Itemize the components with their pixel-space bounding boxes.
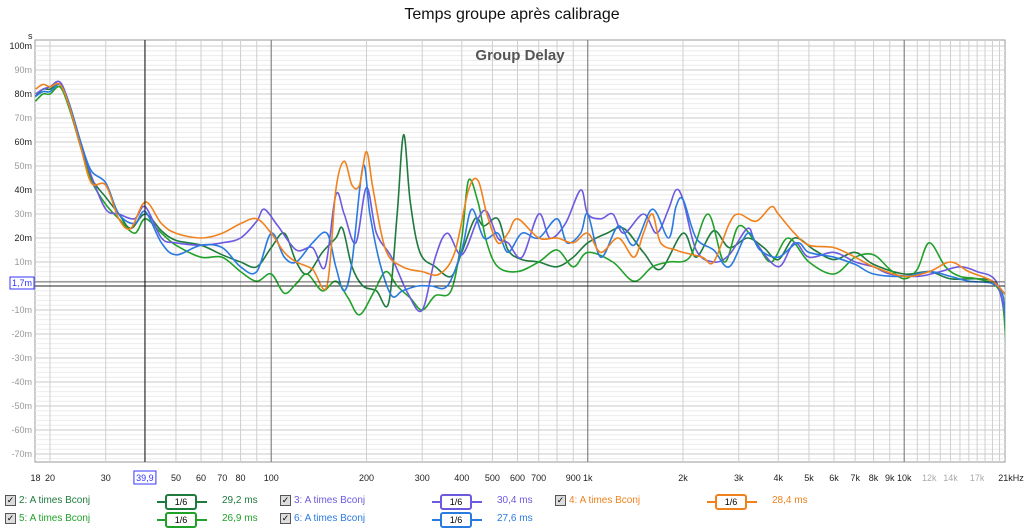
series-checkbox[interactable]: ✓: [5, 513, 16, 524]
cursor-x-box: [133, 470, 157, 485]
x-tick-label: 21kHz: [998, 473, 1024, 483]
x-tick-label: 900: [566, 473, 581, 483]
cursor-y-label: 1,7m: [12, 278, 32, 288]
series-line-2: [35, 82, 1005, 308]
x-tick-label: 1k: [583, 473, 593, 483]
x-tick-label: 100: [264, 473, 279, 483]
smoothing-button[interactable]: 1/6: [165, 494, 197, 510]
y-tick-label: 60m: [14, 137, 32, 147]
x-tick-label: 9k: [885, 473, 895, 483]
series-value: 30,4 ms: [497, 495, 533, 506]
x-tick-label: 10k: [897, 473, 912, 483]
x-tick-label: 14k: [943, 473, 958, 483]
series-value: 26,9 ms: [222, 513, 258, 524]
x-tick-label: 12k: [922, 473, 937, 483]
x-tick-label: 50: [171, 473, 181, 483]
series-checkbox[interactable]: ✓: [280, 513, 291, 524]
y-unit-label: s: [28, 31, 33, 41]
y-tick-label: 50m: [14, 161, 32, 171]
x-tick-label: 20: [45, 473, 55, 483]
x-tick-label: 300: [415, 473, 430, 483]
x-tick-label: 30: [101, 473, 111, 483]
x-tick-label: 200: [359, 473, 374, 483]
series-label[interactable]: 5: A times Bconj: [19, 513, 91, 524]
y-tick-label: 30m: [14, 209, 32, 219]
y-tick-label: 100m: [9, 41, 32, 51]
series-label[interactable]: 2: A times Bconj: [19, 495, 91, 506]
cursor-y-box: [9, 276, 35, 290]
series-line-4: [35, 82, 1005, 296]
y-tick-label: -50m: [11, 401, 32, 411]
chart-title: Temps groupe après calibrage: [404, 6, 620, 23]
y-tick-label: -60m: [11, 425, 32, 435]
x-tick-label: 18: [31, 473, 41, 483]
y-tick-label: 90m: [14, 65, 32, 75]
x-tick-label: 17k: [970, 473, 985, 483]
y-tick-label: -70m: [11, 449, 32, 459]
cursor-x-label: 39,9: [136, 473, 154, 483]
x-tick-label: 3k: [734, 473, 744, 483]
x-tick-label: 80: [236, 473, 246, 483]
x-tick-label: 2k: [678, 473, 688, 483]
series-label[interactable]: 4: A times Bconj: [569, 495, 641, 506]
series-value: 29,2 ms: [222, 495, 258, 506]
smoothing-button[interactable]: 1/6: [440, 494, 472, 510]
smoothing-button[interactable]: 1/6: [440, 512, 472, 528]
series-value: 27,6 ms: [497, 513, 533, 524]
series-checkbox[interactable]: ✓: [5, 495, 16, 506]
x-tick-label: 5k: [804, 473, 814, 483]
y-tick-label: -20m: [11, 329, 32, 339]
x-tick-label: 500: [485, 473, 500, 483]
x-tick-label: 700: [531, 473, 546, 483]
x-tick-label: 400: [454, 473, 469, 483]
inner-title: Group Delay: [475, 47, 565, 64]
smoothing-button[interactable]: 1/6: [165, 512, 197, 528]
series-line-6: [35, 83, 1005, 327]
x-tick-label: 8k: [869, 473, 879, 483]
y-tick-label: 20m: [14, 233, 32, 243]
series-checkbox[interactable]: ✓: [555, 495, 566, 506]
x-tick-label: 4k: [774, 473, 784, 483]
series-label[interactable]: 6: A times Bconj: [294, 513, 366, 524]
y-tick-label: 70m: [14, 113, 32, 123]
y-tick-label: -40m: [11, 377, 32, 387]
series-value: 28,4 ms: [772, 495, 808, 506]
x-tick-label: 600: [510, 473, 525, 483]
x-tick-label: 70: [217, 473, 227, 483]
y-tick-label: 10m: [14, 257, 32, 267]
x-tick-label: 6k: [829, 473, 839, 483]
x-tick-label: 60: [196, 473, 206, 483]
smoothing-button[interactable]: 1/6: [715, 494, 747, 510]
y-tick-label: 80m: [14, 89, 32, 99]
series-checkbox[interactable]: ✓: [280, 495, 291, 506]
x-tick-label: 7k: [850, 473, 860, 483]
series-label[interactable]: 3: A times Bconj: [294, 495, 366, 506]
y-tick-label: -30m: [11, 353, 32, 363]
y-tick-label: 40m: [14, 185, 32, 195]
y-tick-label: -10m: [11, 305, 32, 315]
